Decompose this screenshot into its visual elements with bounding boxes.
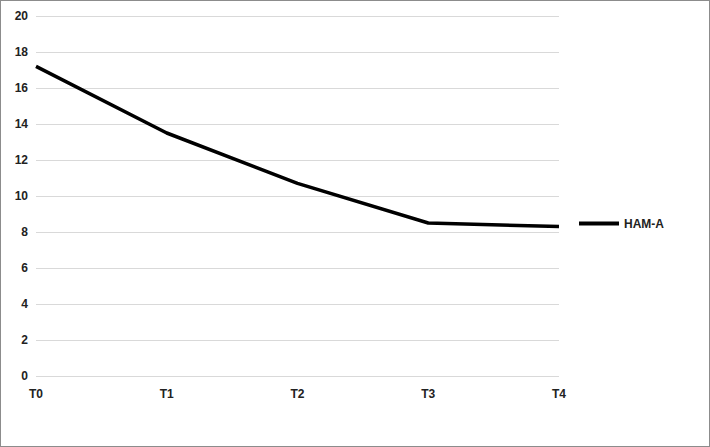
- svg-text:T3: T3: [421, 387, 435, 401]
- svg-text:0: 0: [21, 369, 28, 383]
- svg-text:8: 8: [21, 225, 28, 239]
- svg-text:T4: T4: [552, 387, 566, 401]
- svg-text:T1: T1: [160, 387, 174, 401]
- svg-text:2: 2: [21, 333, 28, 347]
- svg-text:10: 10: [15, 189, 29, 203]
- svg-text:14: 14: [15, 117, 29, 131]
- svg-text:18: 18: [15, 45, 29, 59]
- svg-text:6: 6: [21, 261, 28, 275]
- svg-text:12: 12: [15, 153, 29, 167]
- svg-text:T0: T0: [29, 387, 43, 401]
- svg-text:16: 16: [15, 81, 29, 95]
- svg-text:20: 20: [15, 9, 29, 23]
- svg-text:4: 4: [21, 297, 28, 311]
- svg-text:T2: T2: [290, 387, 304, 401]
- svg-text:HAM-A: HAM-A: [624, 217, 664, 231]
